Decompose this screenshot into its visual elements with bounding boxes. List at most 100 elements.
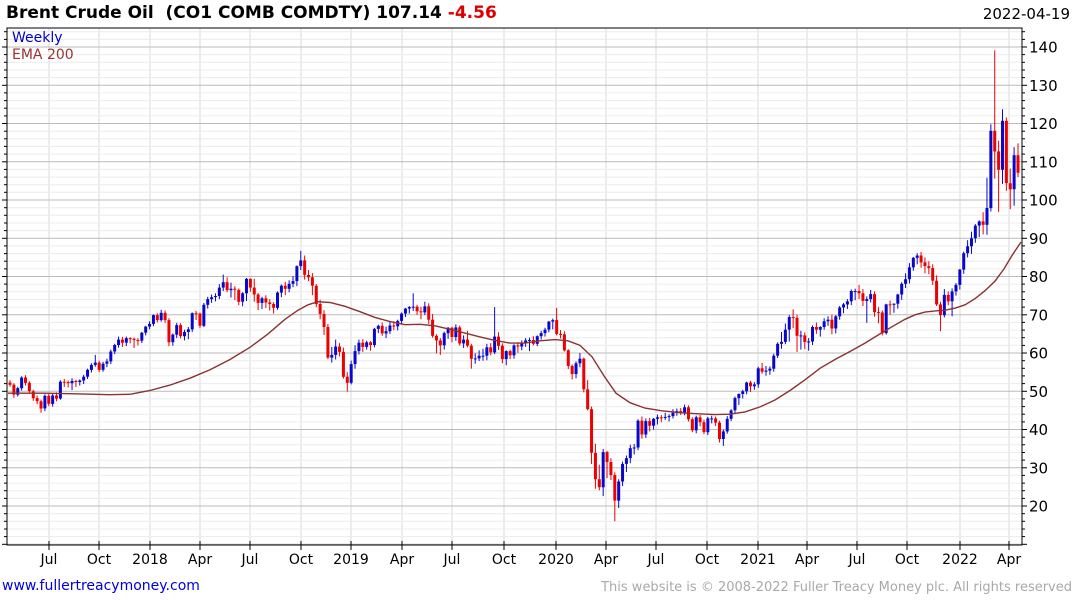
x-axis-label: Oct bbox=[492, 552, 517, 568]
candle-down bbox=[609, 462, 613, 475]
candle-down bbox=[35, 398, 39, 402]
candle-up bbox=[655, 417, 659, 419]
candle-up bbox=[574, 363, 578, 374]
candle-up bbox=[772, 355, 776, 369]
candle-up bbox=[330, 354, 334, 358]
candle-up bbox=[811, 327, 815, 342]
candle-up bbox=[477, 355, 481, 359]
candle-up bbox=[535, 336, 539, 344]
candle-down bbox=[717, 422, 721, 439]
candle-down bbox=[931, 268, 935, 281]
candle-down bbox=[380, 325, 384, 334]
candle-down bbox=[136, 340, 140, 341]
candle-down bbox=[369, 342, 373, 345]
candle-down bbox=[640, 420, 644, 435]
candle-down bbox=[458, 327, 462, 344]
candle-up bbox=[190, 313, 194, 330]
x-axis-label: Jul bbox=[40, 552, 58, 568]
candle-down bbox=[419, 311, 423, 313]
x-axis-label: Apr bbox=[997, 552, 1021, 568]
candle-up bbox=[353, 351, 357, 365]
candle-up bbox=[287, 283, 291, 289]
x-axis-label: 2021 bbox=[740, 552, 776, 568]
candle-up bbox=[171, 334, 175, 343]
instrument-name: Brent Crude Oil (CO1 COMB COMDTY) bbox=[6, 3, 371, 23]
candle-up bbox=[16, 388, 20, 395]
candle-up bbox=[58, 381, 62, 399]
candle-up bbox=[140, 332, 144, 341]
x-axis-label: Apr bbox=[594, 552, 618, 568]
candle-down bbox=[566, 350, 570, 366]
candle-up bbox=[683, 407, 687, 413]
candle-up bbox=[966, 246, 970, 254]
legend-ema-200: EMA 200 bbox=[12, 47, 74, 63]
candle-up bbox=[229, 288, 233, 291]
x-axis-label: Oct bbox=[87, 552, 112, 568]
x-axis-label: 2020 bbox=[538, 552, 574, 568]
candle-up bbox=[151, 315, 155, 324]
candle-down bbox=[318, 304, 322, 314]
candle-up bbox=[144, 326, 148, 333]
candle-up bbox=[756, 368, 760, 385]
candle-up bbox=[745, 382, 749, 392]
candle-down bbox=[120, 339, 124, 343]
website-link[interactable]: www.fullertreacymoney.com bbox=[2, 578, 200, 594]
candle-up bbox=[973, 225, 977, 239]
candle-down bbox=[605, 452, 609, 462]
candle-up bbox=[826, 319, 830, 322]
candle-up bbox=[260, 298, 264, 303]
candle-up bbox=[694, 417, 698, 431]
candle-down bbox=[562, 334, 566, 351]
candle-up bbox=[628, 448, 632, 459]
candle-up bbox=[1000, 120, 1004, 170]
candle-up bbox=[768, 368, 772, 371]
candle-down bbox=[132, 338, 136, 340]
candle-up bbox=[787, 317, 791, 330]
candle-down bbox=[946, 294, 950, 302]
candle-down bbox=[690, 419, 694, 431]
candle-up bbox=[907, 267, 911, 280]
candle-down bbox=[748, 382, 752, 387]
candle-down bbox=[268, 302, 272, 304]
candle-up bbox=[403, 308, 407, 314]
candle-up bbox=[186, 329, 190, 332]
candle-up bbox=[109, 351, 113, 362]
x-axis-label: Oct bbox=[289, 552, 314, 568]
candle-down bbox=[198, 313, 202, 326]
candle-up bbox=[799, 335, 803, 337]
candle-up bbox=[295, 266, 299, 282]
candle-down bbox=[427, 306, 431, 320]
copyright-text: This website is © 2008-2022 Fuller Treac… bbox=[601, 580, 1072, 595]
candle-up bbox=[51, 395, 55, 404]
candle-down bbox=[927, 266, 931, 269]
price-change: -4.56 bbox=[447, 3, 497, 23]
candle-down bbox=[155, 315, 159, 321]
candle-up bbox=[446, 327, 450, 334]
candle-down bbox=[857, 291, 861, 294]
candle-up bbox=[524, 340, 528, 344]
y-axis-label: 60 bbox=[1029, 345, 1048, 363]
x-axis-label: 2018 bbox=[132, 552, 168, 568]
candle-up bbox=[915, 255, 919, 258]
candle-up bbox=[217, 287, 221, 296]
candle-down bbox=[880, 312, 884, 334]
candle-up bbox=[892, 303, 896, 305]
candle-up bbox=[853, 291, 857, 292]
x-axis-label: Apr bbox=[188, 552, 212, 568]
candle-up bbox=[551, 320, 555, 322]
candle-up bbox=[942, 294, 946, 316]
candle-up bbox=[845, 301, 849, 305]
candle-up bbox=[807, 341, 811, 343]
x-axis-label: Oct bbox=[695, 552, 720, 568]
candle-up bbox=[962, 253, 966, 270]
y-axis-label: 140 bbox=[1029, 39, 1058, 57]
candle-down bbox=[303, 260, 307, 275]
candle-up bbox=[442, 333, 446, 346]
candle-up bbox=[911, 257, 915, 268]
candle-up bbox=[721, 431, 725, 439]
candle-up bbox=[780, 341, 784, 344]
candle-up bbox=[706, 418, 710, 433]
x-axis-label: 2022 bbox=[942, 552, 978, 568]
y-axis-label: 90 bbox=[1029, 230, 1048, 248]
candle-down bbox=[516, 345, 520, 347]
